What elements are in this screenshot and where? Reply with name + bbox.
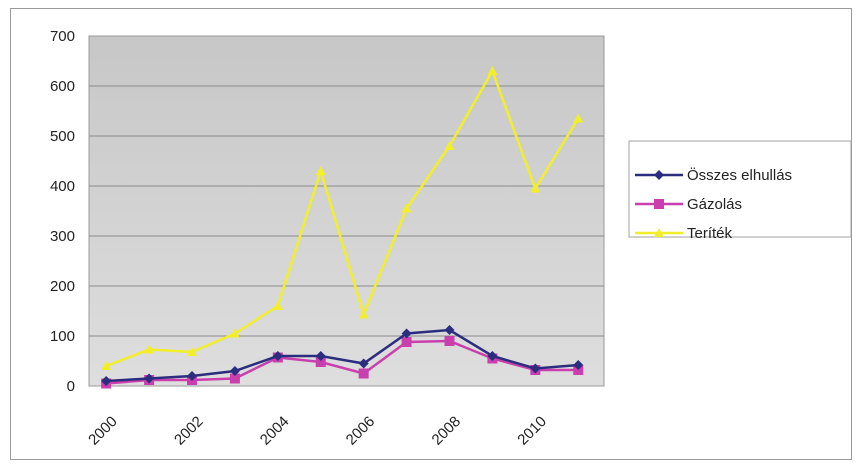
data-point-marker bbox=[444, 325, 455, 335]
data-point-marker bbox=[358, 309, 369, 319]
data-point-marker bbox=[401, 328, 412, 339]
series-line bbox=[105, 68, 580, 368]
y-tick-label: 300 bbox=[50, 228, 75, 245]
data-point-marker bbox=[444, 336, 455, 346]
y-tick-label: 600 bbox=[50, 78, 75, 95]
plot-area bbox=[88, 35, 605, 387]
data-point-marker bbox=[229, 373, 240, 384]
data-point-marker bbox=[144, 344, 155, 354]
x-tick-label: 2004 bbox=[257, 413, 293, 449]
data-point-marker bbox=[573, 113, 584, 123]
data-point-marker bbox=[101, 376, 112, 386]
gridlines bbox=[89, 85, 604, 337]
data-point-marker bbox=[315, 351, 326, 361]
series-line bbox=[106, 328, 579, 383]
chart-frame: 0 100 200 300 400 500 600 700 2000 2002 2004 2006 2… bbox=[10, 8, 852, 460]
data-point-marker bbox=[187, 347, 197, 356]
series-group bbox=[101, 66, 584, 389]
data-point-marker bbox=[358, 368, 369, 379]
legend: Összes elhullás Gázolás Teríték bbox=[628, 140, 851, 242]
legend-box bbox=[628, 140, 851, 238]
data-point-marker bbox=[144, 373, 155, 384]
y-tick-label: 0 bbox=[67, 378, 75, 395]
data-point-marker bbox=[487, 351, 498, 361]
data-point-marker bbox=[654, 228, 664, 237]
legend-label: Összes elhullás bbox=[687, 166, 792, 184]
y-tick-label: 500 bbox=[50, 128, 75, 145]
data-point-marker bbox=[444, 141, 455, 150]
data-point-marker bbox=[654, 170, 664, 180]
data-point-marker bbox=[358, 358, 369, 369]
data-point-marker bbox=[401, 203, 412, 213]
data-point-marker bbox=[229, 366, 240, 376]
data-point-marker bbox=[315, 166, 326, 175]
x-tick-label: 2008 bbox=[429, 413, 465, 449]
x-axis-ticks: 2000 2002 2004 2006 2008 2010 bbox=[85, 413, 550, 449]
y-tick-label: 200 bbox=[50, 278, 75, 295]
data-point-marker bbox=[487, 66, 498, 75]
legend-label: Gázolás bbox=[687, 196, 742, 213]
x-tick-label: 2000 bbox=[85, 413, 121, 449]
x-tick-label: 2010 bbox=[514, 413, 550, 449]
data-point-marker bbox=[229, 328, 240, 338]
y-tick-label: 100 bbox=[50, 328, 75, 345]
series-line bbox=[106, 339, 579, 385]
data-point-marker bbox=[401, 337, 412, 347]
y-axis-ticks: 0 100 200 300 400 500 600 700 bbox=[50, 28, 75, 395]
data-point-marker bbox=[101, 361, 112, 370]
data-point-marker bbox=[272, 301, 283, 310]
data-point-marker bbox=[272, 351, 283, 361]
legend-label: Teríték bbox=[687, 225, 733, 242]
y-tick-label: 700 bbox=[50, 28, 75, 45]
data-point-marker bbox=[573, 360, 584, 370]
y-tick-label: 400 bbox=[50, 178, 75, 195]
data-point-marker bbox=[187, 371, 197, 381]
data-point-marker bbox=[530, 183, 541, 193]
data-point-marker bbox=[530, 363, 541, 374]
x-tick-label: 2006 bbox=[343, 413, 379, 449]
data-point-marker bbox=[315, 357, 326, 367]
data-point-marker bbox=[654, 199, 664, 209]
x-tick-label: 2002 bbox=[171, 413, 207, 449]
